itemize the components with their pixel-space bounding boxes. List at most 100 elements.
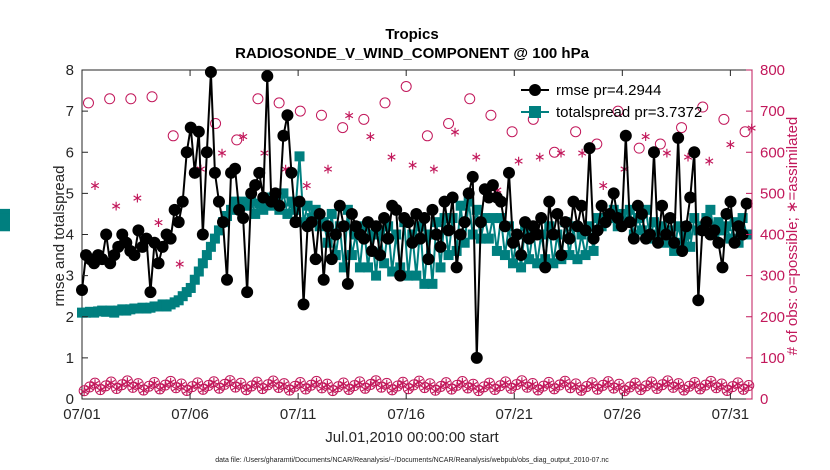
- obs-possible-marker: [697, 101, 709, 113]
- obs-possible-marker: [210, 117, 222, 129]
- obs-assimilated-marker: ∗: [338, 376, 350, 392]
- y-axis-label: rmse and totalspread: [51, 166, 68, 307]
- obs-possible-marker: [256, 383, 268, 395]
- totalspread-point: [367, 229, 378, 240]
- obs-assimilated-marker: ∗: [327, 384, 339, 400]
- rmse-point: [664, 212, 677, 225]
- obs-possible-marker: [146, 91, 158, 103]
- totalspread-point: [544, 221, 555, 232]
- rmse-point: [313, 207, 326, 220]
- rmse-point: [164, 232, 177, 245]
- totalspread-point: [326, 208, 337, 219]
- rmse-point: [305, 216, 318, 229]
- rmse-point: [635, 207, 648, 220]
- obs-assimilated-marker: ∗: [494, 379, 506, 395]
- obs-possible-marker: [127, 381, 139, 393]
- obs-possible-marker: [197, 383, 209, 395]
- totalspread-point: [435, 262, 446, 273]
- obs-assimilated-marker: ∗: [667, 380, 679, 396]
- obs-possible-marker: [462, 382, 474, 394]
- obs-possible-marker: [240, 384, 252, 396]
- rmse-point: [446, 191, 459, 204]
- rmse-point: [494, 195, 507, 208]
- obs-assimilated-marker: ∗: [381, 376, 393, 392]
- obs-assimilated-marker: ∗: [213, 381, 225, 397]
- totalspread-point: [423, 229, 434, 240]
- obs-possible-marker: [408, 379, 420, 391]
- obs-possible-marker: [337, 122, 349, 134]
- obs-possible-marker: [132, 378, 144, 390]
- obs-possible-marker: [673, 378, 685, 390]
- totalspread-point: [657, 221, 668, 232]
- obs-assimilated-marker: ∗: [165, 374, 177, 390]
- chart-title: Tropics: [385, 26, 438, 43]
- obs-assimilated-marker: ∗: [170, 381, 182, 397]
- rmse-point: [76, 284, 88, 297]
- rmse-point: [660, 228, 673, 241]
- rmse-point: [261, 70, 274, 83]
- rmse-point: [591, 224, 604, 237]
- obs-assimilated-marker: ∗: [197, 382, 209, 398]
- obs-possible-marker: [170, 382, 182, 394]
- obs-assimilated-marker: ∗: [457, 375, 469, 391]
- obs-possible-marker: [435, 380, 447, 392]
- totalspread-point: [254, 198, 265, 209]
- obs-possible-marker: [235, 377, 247, 389]
- obs-assimilated-marker: ∗: [386, 383, 398, 399]
- rmse-point: [712, 236, 725, 249]
- obs-assimilated-marker: ∗: [661, 145, 673, 161]
- totalspread-point: [371, 270, 382, 281]
- obs-assimilated-marker: ∗: [186, 380, 198, 396]
- rmse-point: [535, 212, 548, 225]
- obs-assimilated-marker: ∗: [534, 149, 546, 165]
- obs-possible-marker: [246, 380, 258, 392]
- rmse-point: [531, 228, 544, 241]
- obs-assimilated-marker: ∗: [478, 380, 490, 396]
- y2-tick-label: 100: [760, 350, 785, 367]
- y2-axis-label: # of obs: o=possible; ∗=assimilated: [784, 117, 801, 356]
- obs-possible-marker: [175, 378, 187, 390]
- obs-assimilated-marker: ∗: [216, 145, 228, 161]
- rmse-point: [333, 199, 346, 212]
- rmse-point: [559, 216, 572, 229]
- obs-possible-marker: [305, 379, 317, 391]
- rmse-point: [434, 240, 447, 253]
- obs-possible-marker: [267, 375, 279, 387]
- totalspread-point: [391, 229, 402, 240]
- obs-possible-marker: [537, 380, 549, 392]
- totalspread-point: [588, 245, 599, 256]
- rmse-point: [700, 216, 713, 229]
- rmse-point: [555, 249, 568, 262]
- rmse-point: [325, 253, 338, 266]
- obs-assimilated-marker: ∗: [413, 374, 425, 390]
- obs-possible-marker: [289, 380, 301, 392]
- obs-possible-marker: [294, 377, 306, 389]
- obs-possible-marker: [154, 383, 166, 395]
- obs-assimilated-marker: ∗: [516, 374, 528, 390]
- obs-assimilated-marker: ∗: [500, 375, 512, 391]
- totalspread-point: [250, 208, 261, 219]
- obs-assimilated-marker: ∗: [273, 380, 285, 396]
- rmse-point: [422, 253, 435, 266]
- rmse-point: [374, 249, 387, 262]
- obs-assimilated-marker: ∗: [122, 374, 134, 390]
- obs-possible-marker: [718, 113, 730, 125]
- obs-possible-marker: [440, 377, 452, 389]
- rmse-point: [128, 249, 141, 262]
- obs-possible-marker: [456, 376, 468, 388]
- rmse-point: [297, 298, 310, 311]
- rmse-point: [466, 170, 479, 183]
- obs-possible-marker: [451, 379, 463, 391]
- obs-assimilated-marker: ∗: [407, 158, 419, 174]
- rmse-point: [724, 195, 737, 208]
- obs-possible-marker: [618, 385, 630, 397]
- x-tick-label: 07/31: [712, 406, 750, 423]
- rmse-point: [458, 216, 471, 229]
- obs-assimilated-marker: ∗: [305, 378, 317, 394]
- obs-assimilated-marker: ∗: [462, 381, 474, 397]
- rmse-point: [216, 216, 229, 229]
- obs-possible-marker: [252, 93, 264, 105]
- rmse-point: [668, 236, 681, 249]
- rmse-point: [221, 273, 234, 286]
